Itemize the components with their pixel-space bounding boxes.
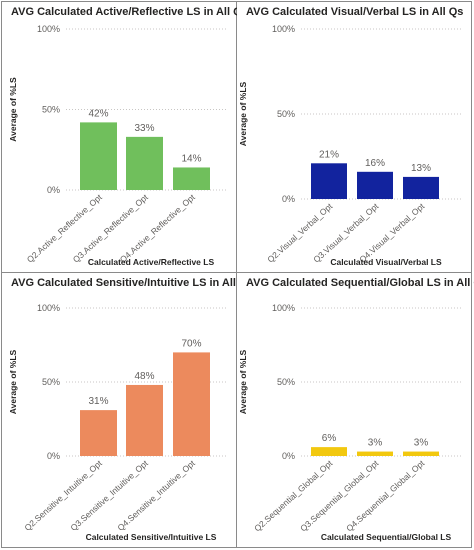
- y-tick-label: 0%: [47, 185, 60, 195]
- data-label: 42%: [88, 108, 108, 119]
- data-label: 13%: [411, 163, 431, 174]
- vertical-divider: [236, 1, 237, 548]
- x-axis-title: Calculated Active/Reflective LS: [88, 257, 215, 267]
- bar[interactable]: [126, 136, 163, 190]
- x-category-label: Q4.Sensitive_Intuitive_Opt: [115, 458, 197, 533]
- bar[interactable]: [80, 410, 117, 456]
- chart-svg: AVG Calculated Sequential/Global LS in A…: [238, 277, 474, 542]
- data-label: 16%: [365, 158, 385, 169]
- data-label: 3%: [368, 438, 383, 449]
- bar[interactable]: [357, 171, 393, 199]
- bar[interactable]: [403, 451, 439, 456]
- bar[interactable]: [80, 122, 117, 190]
- chart-title: AVG Calculated Active/Reflective LS in A…: [11, 6, 248, 18]
- bar[interactable]: [357, 451, 393, 456]
- x-category-label: Q3.Sequential_Global_Opt: [298, 458, 381, 534]
- x-category-label: Q2.Active_Reflective_Opt: [25, 192, 104, 265]
- chart-panel-sensitive-intuitive[interactable]: AVG Calculated Sensitive/Intuitive LS in…: [2, 273, 254, 547]
- chart-svg: AVG Calculated Active/Reflective LS in A…: [8, 6, 248, 267]
- data-label: 14%: [181, 153, 201, 164]
- data-label: 31%: [88, 396, 108, 407]
- data-label: 33%: [134, 123, 154, 134]
- x-category-label: Q2.Sequential_Global_Opt: [252, 458, 335, 534]
- y-tick-label: 50%: [42, 105, 60, 115]
- chart-panel-active-reflective[interactable]: AVG Calculated Active/Reflective LS in A…: [2, 2, 248, 272]
- y-tick-label: 0%: [47, 451, 60, 461]
- chart-title: AVG Calculated Visual/Verbal LS in All Q…: [246, 6, 463, 18]
- y-axis-title: Average of %LS: [238, 349, 248, 414]
- data-label: 21%: [319, 149, 339, 160]
- y-axis-title: Average of %LS: [8, 349, 18, 414]
- y-tick-label: 50%: [277, 377, 295, 387]
- data-label: 48%: [134, 371, 154, 382]
- data-label: 70%: [181, 338, 201, 349]
- x-category-label: Q4.Sequential_Global_Opt: [344, 458, 427, 534]
- chart-panel-visual-verbal[interactable]: AVG Calculated Visual/Verbal LS in All Q…: [237, 2, 471, 272]
- x-axis-title: Calculated Visual/Verbal LS: [330, 257, 442, 267]
- y-tick-label: 50%: [277, 109, 295, 119]
- data-label: 3%: [414, 438, 429, 449]
- bar[interactable]: [403, 176, 439, 199]
- bar[interactable]: [311, 447, 347, 456]
- y-tick-label: 50%: [42, 377, 60, 387]
- chart-title: AVG Calculated Sensitive/Intuitive LS in…: [11, 277, 254, 289]
- y-axis-title: Average of %LS: [238, 81, 248, 146]
- x-category-label: Q2.Sensitive_Intuitive_Opt: [22, 458, 104, 533]
- x-axis-title: Calculated Sequential/Global LS: [321, 532, 452, 542]
- y-tick-label: 0%: [282, 194, 295, 204]
- data-label: 6%: [322, 433, 337, 444]
- x-category-label: Q4.Active_Reflective_Opt: [118, 192, 197, 265]
- horizontal-divider: [1, 272, 472, 273]
- chart-svg: AVG Calculated Sensitive/Intuitive LS in…: [8, 277, 254, 542]
- bar[interactable]: [126, 384, 163, 456]
- y-tick-label: 100%: [272, 303, 295, 313]
- bar[interactable]: [173, 167, 210, 190]
- bar[interactable]: [311, 163, 347, 199]
- x-category-label: Q3.Active_Reflective_Opt: [71, 192, 150, 265]
- y-tick-label: 100%: [272, 24, 295, 34]
- x-axis-title: Calculated Sensitive/Intuitive LS: [86, 532, 217, 542]
- chart-svg: AVG Calculated Visual/Verbal LS in All Q…: [238, 6, 463, 267]
- y-tick-label: 0%: [282, 451, 295, 461]
- y-tick-label: 100%: [37, 303, 60, 313]
- bar[interactable]: [173, 352, 210, 456]
- y-axis-title: Average of %LS: [8, 77, 18, 142]
- chart-title: AVG Calculated Sequential/Global LS in A…: [246, 277, 474, 289]
- chart-panel-sequential-global[interactable]: AVG Calculated Sequential/Global LS in A…: [237, 273, 474, 547]
- y-tick-label: 100%: [37, 24, 60, 34]
- x-category-label: Q3.Sensitive_Intuitive_Opt: [68, 458, 150, 533]
